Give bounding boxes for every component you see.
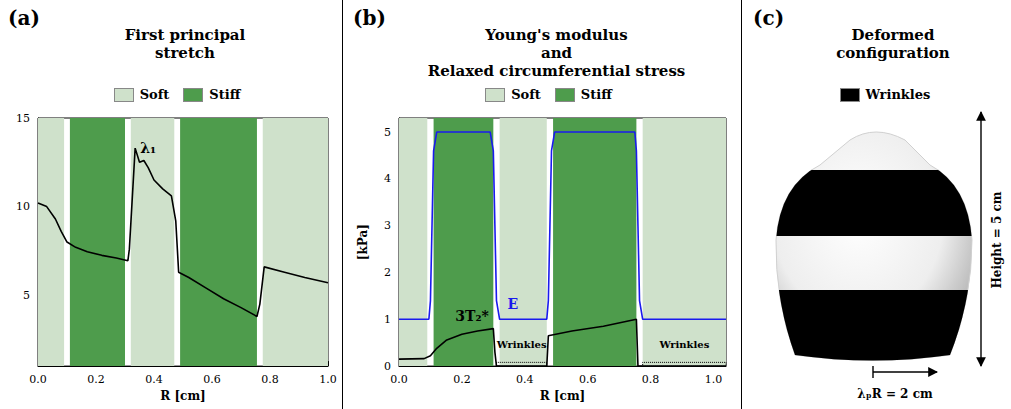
- html-text:Stiff: Stiff: [209, 87, 241, 102]
- html-text:Deformed: Deformed: [851, 26, 935, 44]
- html-text:Soft: Soft: [139, 87, 170, 102]
- svg-text:0.6: 0.6: [579, 373, 597, 386]
- html-text:Stiff: Stiff: [580, 87, 612, 102]
- html-text:Wrinkles: Wrinkles: [865, 87, 931, 102]
- svg-text:15: 15: [16, 112, 30, 125]
- svg-text:R [cm]: R [cm]: [540, 389, 586, 403]
- html-text:(b): (b): [353, 6, 386, 30]
- svg-text:0: 0: [384, 360, 391, 373]
- svg-text:0.2: 0.2: [453, 373, 471, 386]
- svg-text:λ₁: λ₁: [140, 140, 156, 156]
- svg-text:0.8: 0.8: [642, 373, 660, 386]
- svg-text:4: 4: [384, 172, 391, 185]
- svg-text:0.4: 0.4: [145, 373, 163, 386]
- html-text:Soft: Soft: [511, 87, 541, 102]
- html-text:(c): (c): [753, 6, 785, 30]
- svg-text:0.6: 0.6: [203, 373, 221, 386]
- svg-text:5: 5: [384, 126, 391, 139]
- svg-text:[kPa]: [kPa]: [356, 224, 370, 260]
- svg-text:0.0: 0.0: [29, 373, 47, 386]
- svg-text:0.4: 0.4: [516, 373, 534, 386]
- svg-text:3T₂*: 3T₂*: [455, 308, 489, 324]
- svg-text:0.2: 0.2: [87, 373, 105, 386]
- html-text:Young's modulus: Young's modulus: [485, 26, 628, 44]
- svg-text:E: E: [508, 296, 519, 312]
- svg-text:1.0: 1.0: [705, 373, 723, 386]
- svg-text:0.8: 0.8: [261, 373, 279, 386]
- html-text:(a): (a): [8, 6, 40, 30]
- svg-text:2: 2: [384, 266, 391, 279]
- html-text:configuration: configuration: [836, 44, 950, 62]
- svg-text:1.0: 1.0: [319, 373, 337, 386]
- svg-text:3: 3: [384, 219, 391, 232]
- html-text:Relaxed circumferential stress: Relaxed circumferential stress: [427, 62, 686, 80]
- svg-text:5: 5: [23, 289, 30, 302]
- svg-text:R [cm]: R [cm]: [160, 389, 206, 403]
- html-text:and: and: [540, 44, 573, 62]
- svg-text:1: 1: [384, 313, 391, 326]
- svg-text:0.0: 0.0: [390, 373, 408, 386]
- svg-text:Height = 5 cm: Height = 5 cm: [990, 191, 1004, 288]
- html-text:stretch: stretch: [155, 44, 215, 62]
- svg-text:Wrinkles: Wrinkles: [496, 339, 547, 350]
- svg-text:λₚR = 2 cm: λₚR = 2 cm: [857, 387, 933, 401]
- svg-text:10: 10: [16, 200, 30, 213]
- svg-text:Wrinkles: Wrinkles: [658, 339, 709, 350]
- html-text:First principal: First principal: [124, 26, 246, 44]
